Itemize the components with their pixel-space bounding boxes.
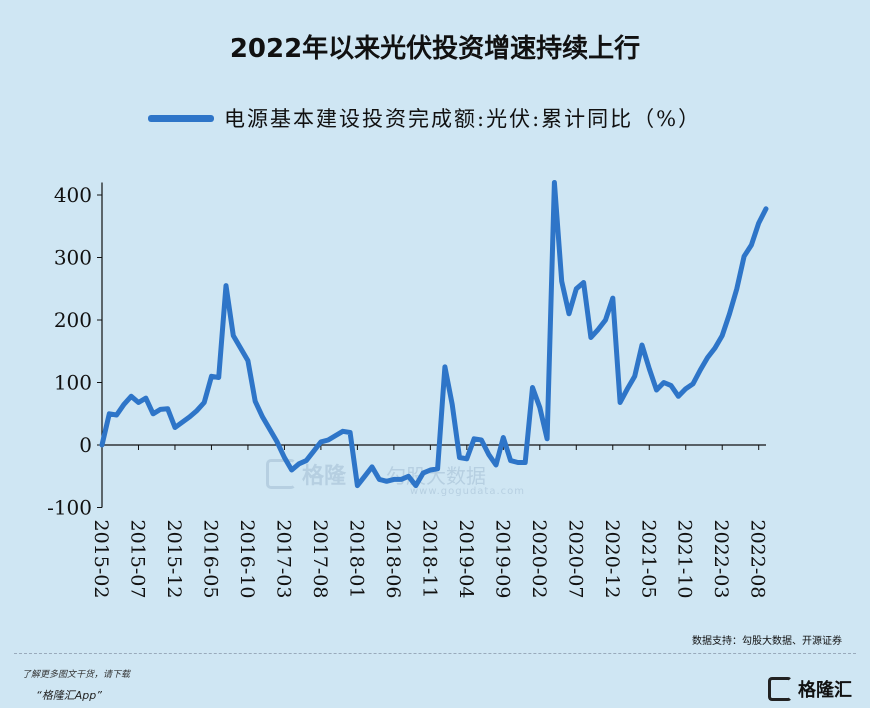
x-tick-label: 2021-05 — [637, 520, 659, 599]
watermark-brand: 格隆 — [302, 464, 347, 489]
y-tick-label: 200 — [54, 308, 92, 332]
x-tick-label: 2015-02 — [90, 520, 112, 599]
footer-note: 了解更多图文干货，请下载 — [22, 670, 131, 680]
watermark-logo-icon — [266, 459, 296, 489]
brand-logo[interactable]: 格隆汇 — [768, 676, 852, 702]
watermark-url: www.gogudata.com — [410, 486, 526, 497]
footer-app: “格隆汇App” — [36, 689, 102, 702]
y-tick-label: 300 — [54, 246, 92, 270]
x-tick-label: 2020-07 — [564, 520, 586, 599]
x-tick-label: 2015-07 — [126, 520, 148, 599]
x-tick-label: 2020-02 — [528, 520, 550, 599]
y-tick-label: 400 — [54, 183, 92, 207]
legend-label: 电源基本建设投资完成额:光伏:累计同比（%） — [224, 107, 702, 131]
x-tick-label: 2018-06 — [382, 520, 404, 599]
x-tick-label: 2018-11 — [418, 520, 440, 599]
x-tick-label: 2022-03 — [710, 520, 732, 599]
chart-legend: 电源基本建设投资完成额:光伏:累计同比（%） — [148, 98, 701, 138]
x-tick-label: 2018-01 — [345, 520, 367, 599]
chart-title: 2022年以来光伏投资增速持续上行 — [229, 34, 641, 64]
y-tick-label: 100 — [54, 371, 92, 395]
x-tick-label: 2015-12 — [163, 520, 185, 599]
legend-swatch — [148, 114, 214, 122]
x-tick-label: 2019-09 — [491, 520, 513, 599]
source-note: 数据支持：勾股大数据、开源证券 — [692, 636, 842, 647]
x-tick-label: 2017-03 — [272, 520, 294, 599]
x-tick-label: 2021-10 — [674, 520, 696, 599]
series-line — [99, 180, 769, 489]
x-tick-label: 2017-08 — [309, 520, 331, 599]
y-tick-label: -100 — [47, 496, 92, 520]
x-tick-label: 2022-08 — [747, 520, 769, 599]
watermark: 格隆 勾股大数据 www.gogudata.com — [266, 458, 524, 497]
brand-logo-text: 格隆汇 — [798, 680, 852, 701]
footer-divider — [14, 653, 856, 654]
x-tick-label: 2016-05 — [199, 520, 221, 599]
y-tick-label: 0 — [79, 433, 92, 457]
brand-logo-icon — [768, 677, 792, 701]
x-tick-label: 2019-04 — [455, 520, 477, 599]
x-tick-label: 2016-10 — [236, 520, 258, 599]
x-tick-label: 2020-12 — [601, 520, 623, 599]
